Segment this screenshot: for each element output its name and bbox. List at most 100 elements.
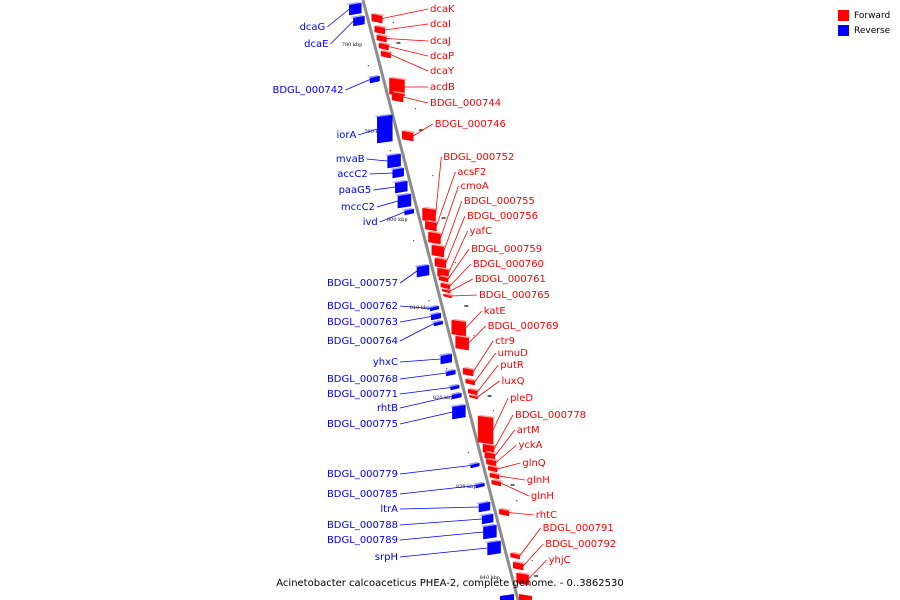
gene-label[interactable]: BDGL_000755 xyxy=(464,196,535,207)
gene-reverse[interactable] xyxy=(484,540,501,556)
gene-label[interactable]: mvaB xyxy=(336,154,365,165)
gene-label[interactable]: yckA xyxy=(518,440,542,451)
gene-label[interactable]: yhxC xyxy=(373,357,398,368)
gene-feature[interactable] xyxy=(441,288,451,294)
gene-feature[interactable] xyxy=(499,508,510,517)
gene-forward[interactable] xyxy=(380,50,394,59)
gene-label[interactable]: BDGL_000788 xyxy=(327,520,398,531)
gene-label[interactable]: BDGL_000762 xyxy=(327,301,398,312)
gene-label[interactable]: umuD xyxy=(498,348,528,359)
gene-label[interactable]: dcaK xyxy=(430,4,455,15)
gene-forward[interactable] xyxy=(441,288,454,294)
gene-label[interactable]: BDGL_000744 xyxy=(430,98,501,109)
gene-label[interactable]: dcaI xyxy=(430,19,451,30)
gene-label[interactable]: ctr9 xyxy=(495,336,515,347)
gene-reverse[interactable] xyxy=(384,153,401,169)
gene-label[interactable]: BDGL_000763 xyxy=(327,317,398,328)
gene-feature[interactable] xyxy=(431,244,445,258)
gene-feature[interactable] xyxy=(452,404,466,420)
gene-feature[interactable] xyxy=(389,77,405,97)
gene-label[interactable]: BDGL_000765 xyxy=(479,290,550,301)
gene-forward[interactable] xyxy=(491,479,504,487)
gene-feature[interactable] xyxy=(397,193,412,209)
gene-reverse[interactable] xyxy=(392,180,408,194)
gene-reverse[interactable] xyxy=(449,392,462,400)
gene-label[interactable]: acsF2 xyxy=(457,167,486,178)
gene-label[interactable]: BDGL_000764 xyxy=(327,336,398,347)
gene-feature[interactable] xyxy=(349,2,362,16)
gene-feature[interactable] xyxy=(387,153,401,169)
gene-forward[interactable] xyxy=(499,508,512,517)
gene-forward[interactable] xyxy=(376,34,390,43)
gene-forward[interactable] xyxy=(401,130,417,142)
gene-label[interactable]: luxQ xyxy=(502,376,525,387)
gene-reverse[interactable] xyxy=(449,404,466,420)
gene-forward[interactable] xyxy=(378,42,392,51)
gene-reverse[interactable] xyxy=(480,524,497,540)
gene-forward[interactable] xyxy=(389,77,408,97)
gene-reverse[interactable] xyxy=(389,167,404,179)
gene-label[interactable]: dcaP xyxy=(430,51,454,62)
gene-feature[interactable] xyxy=(353,15,365,27)
gene-feature[interactable] xyxy=(483,524,497,540)
gene-forward[interactable] xyxy=(462,367,477,377)
gene-label[interactable]: yhjC xyxy=(549,555,571,566)
gene-label[interactable]: BDGL_000778 xyxy=(515,410,586,421)
gene-label[interactable]: paaG5 xyxy=(339,185,372,196)
gene-reverse[interactable] xyxy=(427,305,439,312)
gene-label[interactable]: dcaE xyxy=(304,39,328,50)
gene-feature[interactable] xyxy=(422,207,436,223)
gene-label[interactable]: BDGL_000742 xyxy=(272,85,343,96)
gene-forward[interactable] xyxy=(371,13,386,24)
gene-reverse[interactable] xyxy=(475,501,491,513)
gene-reverse[interactable] xyxy=(374,114,393,144)
gene-forward[interactable] xyxy=(374,25,388,35)
gene-label[interactable]: BDGL_000791 xyxy=(543,523,614,534)
gene-label[interactable]: BDGL_000769 xyxy=(488,321,559,332)
gene-label[interactable]: BDGL_000785 xyxy=(327,489,398,500)
gene-label[interactable]: glnQ xyxy=(522,458,545,469)
gene-feature[interactable] xyxy=(486,458,497,467)
gene-label[interactable]: putR xyxy=(500,360,524,371)
gene-feature[interactable] xyxy=(481,513,494,525)
gene-label[interactable]: BDGL_000761 xyxy=(475,274,546,285)
gene-label[interactable]: accC2 xyxy=(337,169,367,180)
gene-feature[interactable] xyxy=(416,264,430,278)
gene-feature[interactable] xyxy=(451,319,466,337)
gene-reverse[interactable] xyxy=(428,312,442,321)
gene-forward[interactable] xyxy=(391,91,407,103)
gene-forward[interactable] xyxy=(437,267,452,279)
gene-label[interactable]: iorA xyxy=(336,130,356,141)
gene-forward[interactable] xyxy=(487,465,501,473)
gene-label[interactable]: BDGL_000759 xyxy=(471,244,542,255)
gene-forward[interactable] xyxy=(510,552,523,560)
gene-forward[interactable] xyxy=(455,335,472,351)
gene-label[interactable]: BDGL_000789 xyxy=(327,535,398,546)
gene-reverse[interactable] xyxy=(472,482,485,489)
gene-reverse[interactable] xyxy=(479,513,494,525)
gene-forward[interactable] xyxy=(451,319,469,337)
gene-feature[interactable] xyxy=(469,394,478,400)
gene-label[interactable]: BDGL_000792 xyxy=(545,539,616,550)
gene-label[interactable]: ltrA xyxy=(380,504,398,515)
gene-label[interactable]: BDGL_000757 xyxy=(327,278,398,289)
gene-forward[interactable] xyxy=(477,415,497,445)
gene-forward[interactable] xyxy=(465,378,478,386)
gene-label[interactable]: dcaG xyxy=(300,22,326,33)
gene-label[interactable]: srpH xyxy=(375,552,398,563)
gene-label[interactable]: cmoA xyxy=(460,181,488,192)
gene-forward[interactable] xyxy=(443,293,455,299)
gene-feature[interactable] xyxy=(395,180,408,194)
gene-reverse[interactable] xyxy=(443,369,456,377)
gene-label[interactable]: pleD xyxy=(510,393,533,404)
gene-feature[interactable] xyxy=(462,367,474,377)
gene-forward[interactable] xyxy=(512,561,527,571)
gene-feature[interactable] xyxy=(374,25,385,35)
gene-label[interactable]: BDGL_000756 xyxy=(467,211,538,222)
gene-reverse[interactable] xyxy=(346,2,362,16)
gene-feature[interactable] xyxy=(477,415,494,445)
gene-label[interactable]: katE xyxy=(484,306,506,317)
gene-label[interactable]: dcaJ xyxy=(430,36,451,47)
gene-label[interactable]: BDGL_000771 xyxy=(327,389,398,400)
gene-forward[interactable] xyxy=(425,220,440,232)
